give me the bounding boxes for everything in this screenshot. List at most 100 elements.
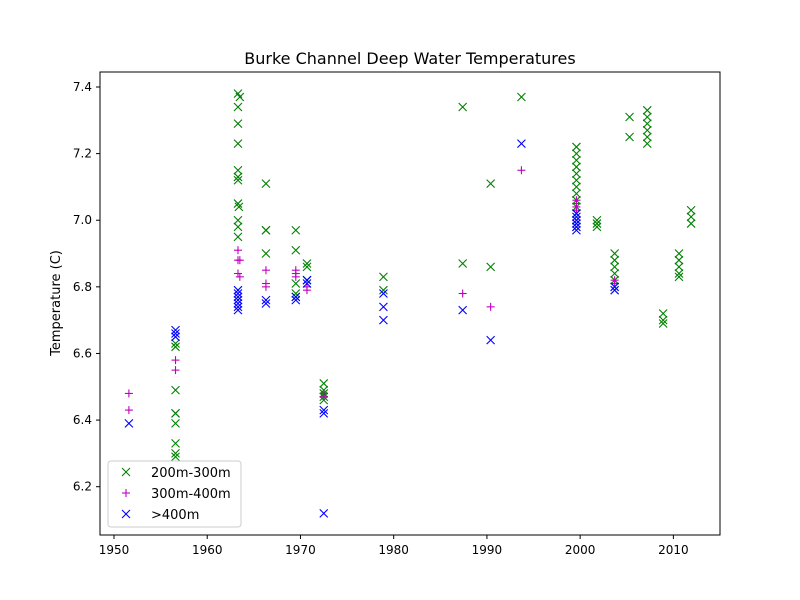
data-point [642, 125, 652, 135]
x-tick-label: 2010 [658, 543, 689, 557]
data-point [486, 335, 496, 345]
data-point [686, 212, 696, 222]
data-point [486, 179, 496, 188]
data-point [379, 272, 388, 282]
x-tick-label: 1970 [285, 543, 316, 557]
x-axis-ticks: 1950 1960 1970 1980 1990 2000 2010 [99, 535, 689, 557]
data-point [379, 289, 388, 298]
data-point [319, 392, 328, 401]
legend-marker [122, 489, 130, 497]
y-tick-label: 7.4 [73, 80, 92, 94]
data-point [686, 219, 696, 228]
data-point [291, 272, 300, 281]
data-point [642, 132, 652, 142]
data-point [171, 419, 180, 428]
data-point [625, 112, 634, 122]
data-point [234, 202, 244, 212]
data-point [233, 222, 243, 232]
data-point [610, 249, 620, 258]
legend-marker [121, 509, 131, 519]
data-point [642, 139, 652, 149]
legend-marker [121, 467, 131, 477]
data-point [517, 92, 526, 102]
data-point [171, 452, 180, 462]
y-axis-ticks: 6.2 6.4 6.6 6.8 7.0 7.2 7.4 [73, 80, 100, 494]
data-point [171, 342, 180, 352]
data-point [517, 166, 526, 175]
data-point [291, 292, 301, 302]
data-point [233, 292, 243, 302]
data-point [592, 219, 602, 228]
data-point [233, 269, 242, 278]
data-point [319, 379, 329, 388]
data-point [610, 285, 620, 295]
data-point [233, 302, 243, 312]
data-point [572, 189, 581, 198]
data-point [674, 272, 684, 282]
data-point [572, 142, 581, 152]
legend-label: 200m-300m [151, 466, 231, 481]
data-point [171, 439, 180, 448]
data-point [261, 249, 271, 258]
data-point [625, 132, 634, 142]
data-point [233, 289, 243, 298]
data-point [319, 508, 329, 518]
data-point [572, 175, 581, 185]
data-point [171, 339, 180, 348]
data-point [171, 325, 180, 335]
data-point [124, 406, 133, 415]
data-point [302, 262, 312, 272]
data-point [171, 449, 180, 458]
data-point [572, 222, 581, 232]
data-point [458, 259, 468, 268]
data-point [233, 299, 243, 308]
legend-box [107, 460, 242, 528]
data-point [319, 405, 329, 415]
data-point [171, 329, 180, 338]
plot-markers [124, 89, 696, 518]
data-point [658, 309, 668, 318]
y-axis-label: Temperature (C) [49, 250, 64, 357]
y-tick-label: 6.8 [73, 280, 92, 294]
x-tick-label: 2000 [565, 543, 596, 557]
data-point [233, 119, 243, 129]
data-point [486, 262, 496, 272]
series-2-markers [124, 166, 619, 415]
data-point [291, 225, 301, 235]
data-point [610, 282, 620, 292]
data-point [261, 266, 270, 275]
data-point [642, 112, 652, 122]
plot-area-frame [99, 71, 721, 536]
data-point [592, 222, 602, 232]
y-tick-label: 6.6 [73, 346, 92, 360]
data-point [572, 209, 581, 218]
y-tick-label: 7.2 [73, 147, 92, 161]
data-point [124, 389, 133, 398]
data-point [686, 205, 696, 215]
data-point [610, 255, 620, 265]
data-point [302, 286, 311, 295]
data-point [572, 225, 581, 235]
data-point [658, 319, 668, 328]
data-point [235, 256, 244, 265]
data-point [235, 92, 245, 102]
y-tick-label: 6.2 [73, 480, 92, 494]
data-point [233, 295, 243, 305]
data-point [486, 302, 495, 311]
data-point [302, 259, 312, 268]
data-point [124, 419, 134, 428]
data-point [572, 169, 581, 178]
data-point [233, 199, 243, 208]
data-point [458, 102, 468, 112]
data-point [171, 366, 180, 375]
data-point [572, 149, 581, 158]
data-point [674, 269, 684, 278]
data-point [642, 119, 652, 129]
data-point [233, 139, 243, 149]
x-tick-label: 1960 [192, 543, 223, 557]
data-point [261, 179, 271, 188]
chart-title: Burke Channel Deep Water Temperatures [244, 49, 575, 68]
x-tick-label: 1980 [378, 543, 409, 557]
data-point [171, 409, 180, 418]
data-point [291, 289, 301, 298]
